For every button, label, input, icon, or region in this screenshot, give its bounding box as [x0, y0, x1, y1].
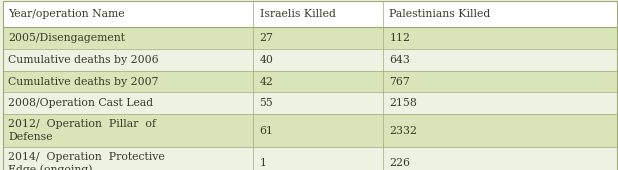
Text: 42: 42: [260, 77, 273, 87]
Text: 643: 643: [389, 55, 410, 65]
Text: 2014/  Operation  Protective
Edge (ongoing): 2014/ Operation Protective Edge (ongoing…: [8, 152, 165, 170]
Bar: [3, 147, 617, 170]
Text: 226: 226: [389, 158, 410, 168]
Text: 55: 55: [260, 98, 273, 108]
Text: 2005/Disengagement: 2005/Disengagement: [8, 33, 125, 43]
Bar: [3, 92, 617, 114]
Text: Cumulative deaths by 2006: Cumulative deaths by 2006: [8, 55, 159, 65]
Text: 2158: 2158: [389, 98, 417, 108]
Text: 112: 112: [389, 33, 410, 43]
Text: Israelis Killed: Israelis Killed: [260, 9, 336, 19]
Text: 767: 767: [389, 77, 410, 87]
Bar: [3, 49, 617, 71]
Text: 40: 40: [260, 55, 273, 65]
Text: 2008/Operation Cast Lead: 2008/Operation Cast Lead: [8, 98, 153, 108]
Text: Year/operation Name: Year/operation Name: [8, 9, 125, 19]
Text: 27: 27: [260, 33, 273, 43]
Text: 2332: 2332: [389, 126, 417, 136]
Text: 61: 61: [260, 126, 274, 136]
Bar: [3, 1, 617, 27]
Bar: [3, 71, 617, 92]
Text: 2012/  Operation  Pillar  of
Defense: 2012/ Operation Pillar of Defense: [8, 120, 156, 142]
Text: Cumulative deaths by 2007: Cumulative deaths by 2007: [8, 77, 159, 87]
Text: 1: 1: [260, 158, 266, 168]
Bar: [3, 114, 617, 147]
Text: Palestinians Killed: Palestinians Killed: [389, 9, 491, 19]
Bar: [3, 27, 617, 49]
